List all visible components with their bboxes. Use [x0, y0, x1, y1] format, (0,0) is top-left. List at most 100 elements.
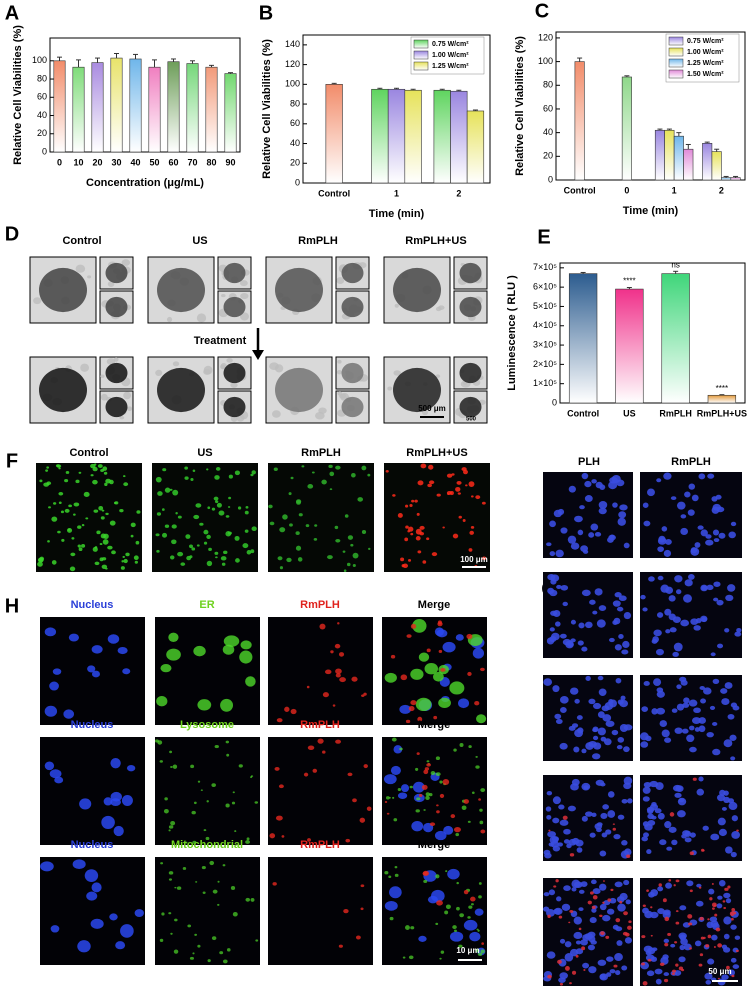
cell — [421, 784, 428, 790]
cell — [206, 800, 209, 803]
cell — [51, 560, 57, 565]
cell — [599, 914, 603, 918]
panel-letter: A — [5, 2, 19, 24]
cell — [104, 482, 108, 487]
bar — [664, 129, 675, 181]
cell — [177, 515, 182, 519]
cell — [712, 529, 720, 536]
cell — [347, 535, 354, 540]
cell — [405, 719, 411, 724]
cell — [458, 698, 470, 709]
cell — [120, 924, 134, 938]
cell — [397, 787, 402, 792]
cell — [214, 500, 219, 504]
legend-label: 0.75 W/cm² — [432, 41, 469, 48]
spheroid — [275, 267, 323, 313]
cell — [714, 913, 718, 917]
cell — [119, 509, 124, 513]
cell — [548, 829, 551, 832]
error-bar — [133, 53, 138, 59]
cell — [696, 788, 705, 796]
cell — [429, 822, 436, 827]
cell — [312, 768, 318, 773]
column-label: RmPLH+US — [405, 235, 466, 247]
cell — [109, 913, 118, 921]
cell — [242, 543, 249, 549]
cell — [614, 644, 622, 651]
cell — [274, 766, 280, 771]
cell — [478, 798, 481, 801]
cell — [352, 563, 356, 567]
cell — [548, 889, 556, 896]
column-label: Nucleus — [71, 599, 114, 611]
cell — [720, 688, 728, 694]
cell — [615, 970, 621, 976]
cell — [436, 810, 440, 814]
cell — [659, 962, 665, 967]
y-tick-label: 20 — [290, 158, 300, 168]
cell — [117, 646, 128, 655]
cell — [75, 264, 86, 273]
cell — [191, 810, 196, 815]
y-tick-label: 120 — [538, 32, 553, 42]
cell — [707, 958, 715, 965]
column-label: Merge — [418, 599, 450, 611]
cell — [213, 496, 219, 501]
cell — [426, 763, 432, 767]
cell — [725, 898, 732, 904]
cell — [680, 619, 690, 627]
cell — [663, 938, 670, 944]
column-label: US — [192, 235, 207, 247]
cell — [113, 825, 124, 837]
cell — [731, 815, 738, 822]
spheroid — [39, 367, 87, 413]
cell — [620, 695, 626, 701]
cell — [255, 939, 259, 942]
bar — [661, 273, 690, 404]
cell — [576, 847, 583, 853]
y-tick-label: 0 — [552, 397, 557, 407]
cell — [642, 607, 648, 612]
cell — [589, 599, 596, 605]
cell — [334, 643, 341, 649]
cell — [346, 562, 351, 567]
cell — [160, 664, 172, 673]
cell — [606, 908, 615, 915]
cell — [585, 675, 591, 681]
cell — [731, 830, 741, 839]
cell — [433, 715, 438, 720]
cell — [592, 895, 598, 900]
cell — [591, 905, 596, 909]
cell — [203, 365, 213, 375]
cell — [591, 753, 601, 760]
cell — [577, 529, 584, 536]
cell — [72, 859, 86, 870]
cell — [105, 567, 108, 570]
cell — [122, 668, 131, 675]
cell — [155, 476, 162, 483]
x-axis-label: Concentration (μg/mL) — [86, 177, 204, 189]
cell — [453, 826, 461, 833]
cell — [168, 878, 173, 881]
cell — [436, 493, 441, 497]
cell — [214, 551, 219, 555]
cell — [730, 957, 737, 963]
y-tick-label: 100 — [538, 56, 553, 66]
cell — [455, 486, 461, 492]
cell — [724, 887, 729, 891]
cell — [668, 826, 677, 833]
cell — [176, 886, 182, 890]
cell — [357, 497, 364, 502]
cell — [90, 918, 104, 929]
cell — [409, 504, 413, 507]
cell — [456, 906, 460, 911]
cell — [431, 552, 438, 557]
cell — [552, 817, 560, 824]
cell — [654, 968, 663, 975]
cell — [571, 970, 577, 975]
cell — [125, 552, 130, 557]
cell — [549, 551, 556, 557]
cell — [642, 904, 646, 908]
cell — [230, 886, 236, 891]
cell — [307, 484, 314, 489]
